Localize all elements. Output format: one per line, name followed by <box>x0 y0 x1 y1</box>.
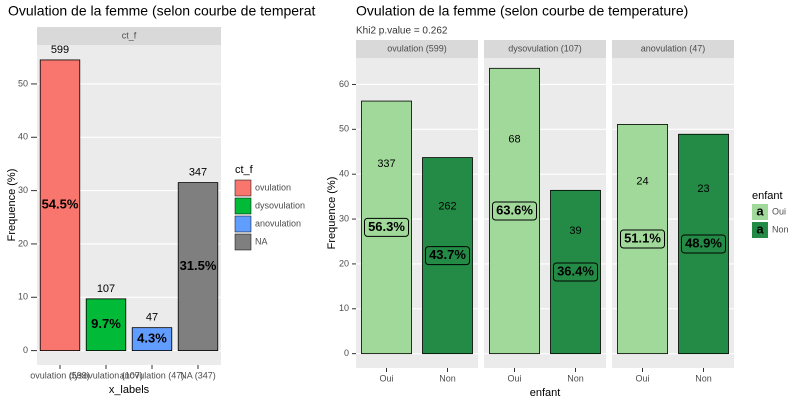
y-tick-label: 50 <box>18 78 28 88</box>
strip-label: ct_f <box>122 30 137 40</box>
value-label-box <box>364 217 409 237</box>
legend-key <box>234 233 252 251</box>
y-tick-label: 20 <box>339 258 349 268</box>
x-tick-label: NA (347) <box>180 370 216 380</box>
legend-key-glyph: a <box>756 203 764 218</box>
legend-title: ct_f <box>235 164 254 176</box>
y-tick-label: 40 <box>18 132 28 142</box>
count-label: 107 <box>97 283 115 295</box>
x-tick-label: Oui <box>635 373 649 383</box>
y-tick-label: 40 <box>339 169 349 179</box>
value-label: 43.7% <box>429 247 466 262</box>
x-tick-label: Non <box>695 373 712 383</box>
legend-label: NA <box>255 236 268 246</box>
bar <box>85 298 127 352</box>
legend-key <box>234 215 252 233</box>
value-label: 4.3% <box>137 331 167 346</box>
bar <box>177 182 219 352</box>
count-label: 39 <box>569 225 581 237</box>
count-label: 68 <box>508 134 520 146</box>
strip-label: anovulation (47) <box>641 43 706 53</box>
x-tick-label: dysovulation (107) <box>69 370 143 380</box>
y-tick-label: 20 <box>18 238 28 248</box>
x-tick-label: anovulation (47) <box>120 370 185 380</box>
value-label: 31.5% <box>180 258 217 273</box>
count-label: 337 <box>377 158 395 170</box>
value-label: 51.1% <box>624 230 661 245</box>
strip-label: dysovulation (107) <box>508 43 582 53</box>
value-label-box <box>681 234 726 254</box>
count-label: 47 <box>146 312 158 324</box>
chart-subtitle: Khi2 p.value = 0.262 <box>356 26 448 37</box>
value-label: 9.7% <box>91 316 121 331</box>
value-label-box <box>425 246 470 266</box>
x-tick-label: Oui <box>379 373 393 383</box>
value-label: 56.3% <box>368 219 405 234</box>
legend-key <box>752 204 768 220</box>
value-label: 54.5% <box>42 197 79 212</box>
x-tick-label: Non <box>439 373 456 383</box>
legend-key-glyph: a <box>756 221 764 236</box>
strip <box>356 40 478 58</box>
legend-label: anovulation <box>255 218 301 228</box>
y-tick-label: 50 <box>339 124 349 134</box>
value-label: 48.9% <box>685 235 722 250</box>
y-tick-label: 30 <box>339 213 349 223</box>
bar <box>131 327 173 351</box>
y-tick-label: 0 <box>23 345 28 355</box>
x-axis-title: x_labels <box>109 384 150 396</box>
y-tick-label: 0 <box>344 348 349 358</box>
value-label: 63.6% <box>496 202 533 217</box>
value-label-box <box>553 262 598 282</box>
bar <box>39 59 81 351</box>
strip <box>484 40 606 58</box>
y-axis-title: Frequence (%) <box>6 169 18 242</box>
count-label: 24 <box>636 176 648 188</box>
y-tick-label: 30 <box>18 185 28 195</box>
strip <box>612 40 734 58</box>
legend-label: Oui <box>772 206 786 216</box>
y-tick-label: 10 <box>339 303 349 313</box>
legend-key <box>234 179 252 197</box>
x-tick-label: Non <box>567 373 584 383</box>
y-axis-title: Frequence (%) <box>326 177 338 250</box>
legend-label: Non <box>772 224 789 234</box>
count-label: 347 <box>189 167 207 179</box>
legend-title: enfant <box>752 190 783 202</box>
x-tick-label: Oui <box>507 373 521 383</box>
legend-label: dysovulation <box>255 200 305 210</box>
value-label-box <box>620 229 665 249</box>
strip-label: ovulation (599) <box>387 43 447 53</box>
legend-key <box>752 222 768 238</box>
strip <box>37 27 221 45</box>
x-axis-title: enfant <box>530 387 561 399</box>
count-label: 23 <box>697 183 709 195</box>
count-label: 599 <box>51 44 69 56</box>
legend-label: ovulation <box>255 182 291 192</box>
chart-title: Ovulation de la femme (selon courbe de t… <box>8 3 315 19</box>
value-label: 36.4% <box>557 263 594 278</box>
chart-title: Ovulation de la femme (selon courbe de t… <box>356 3 688 19</box>
y-tick-label: 10 <box>18 292 28 302</box>
legend-key <box>234 197 252 215</box>
y-tick-label: 60 <box>339 79 349 89</box>
value-label-box <box>492 201 537 221</box>
count-label: 262 <box>438 201 456 213</box>
x-tick-label: ovulation (599) <box>30 370 90 380</box>
